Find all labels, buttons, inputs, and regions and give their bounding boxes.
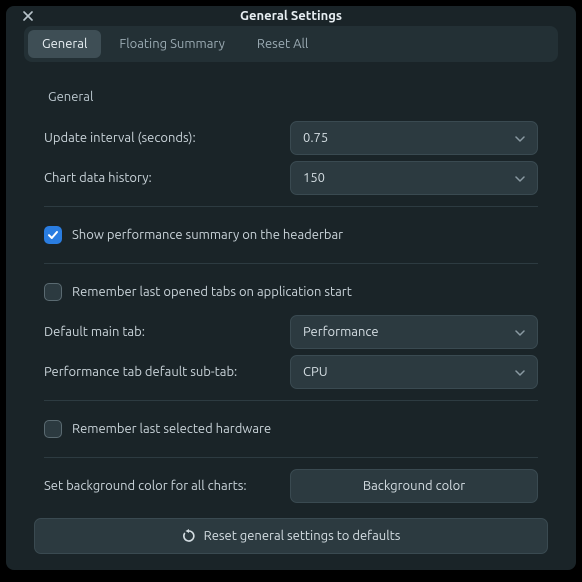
section-heading: General xyxy=(44,80,538,118)
tabs-container: General Floating Summary Reset All xyxy=(6,26,576,62)
settings-window: General Settings General Floating Summar… xyxy=(6,6,576,570)
row-chart-history: Chart data history: 150 xyxy=(44,158,538,198)
close-button[interactable] xyxy=(18,6,38,26)
row-default-main-tab: Default main tab: Performance xyxy=(44,312,538,352)
remember-tabs-label: Remember last opened tabs on application… xyxy=(72,285,352,299)
footer: Reset general settings to defaults xyxy=(6,506,576,572)
update-interval-label: Update interval (seconds): xyxy=(44,131,280,145)
tab-bar: General Floating Summary Reset All xyxy=(24,26,558,62)
divider xyxy=(44,457,538,458)
update-interval-dropdown[interactable]: 0.75 xyxy=(290,121,538,155)
divider xyxy=(44,263,538,264)
show-perf-summary-checkbox[interactable] xyxy=(44,226,62,244)
chevron-down-icon xyxy=(515,325,525,339)
chevron-down-icon xyxy=(515,171,525,185)
tab-floating-summary[interactable]: Floating Summary xyxy=(105,30,239,58)
chart-history-dropdown[interactable]: 150 xyxy=(290,161,538,195)
chevron-down-icon xyxy=(515,365,525,379)
row-remember-tabs: Remember last opened tabs on application… xyxy=(44,272,538,312)
default-main-tab-dropdown[interactable]: Performance xyxy=(290,315,538,349)
row-update-interval: Update interval (seconds): 0.75 xyxy=(44,118,538,158)
remember-hw-label: Remember last selected hardware xyxy=(72,422,271,436)
perf-subtab-value: CPU xyxy=(303,365,328,379)
refresh-icon xyxy=(182,529,196,543)
row-bg-color: Set background color for all charts: Bac… xyxy=(44,466,538,506)
window-title: General Settings xyxy=(6,9,576,23)
check-icon xyxy=(47,229,59,241)
chart-history-label: Chart data history: xyxy=(44,171,280,185)
bg-color-label: Set background color for all charts: xyxy=(44,479,280,493)
update-interval-value: 0.75 xyxy=(303,131,328,145)
bg-color-button-label: Background color xyxy=(363,479,465,493)
reset-defaults-button[interactable]: Reset general settings to defaults xyxy=(34,518,548,554)
close-icon xyxy=(23,11,33,21)
bg-color-button[interactable]: Background color xyxy=(290,469,538,503)
row-show-perf-summary: Show performance summary on the headerba… xyxy=(44,215,538,255)
divider xyxy=(44,400,538,401)
remember-hw-checkbox[interactable] xyxy=(44,420,62,438)
row-remember-hw: Remember last selected hardware xyxy=(44,409,538,449)
show-perf-summary-label: Show performance summary on the headerba… xyxy=(72,228,343,242)
tab-general[interactable]: General xyxy=(28,30,101,58)
perf-subtab-label: Performance tab default sub-tab: xyxy=(44,365,280,379)
reset-defaults-label: Reset general settings to defaults xyxy=(204,529,401,543)
default-main-tab-label: Default main tab: xyxy=(44,325,280,339)
tab-reset-all[interactable]: Reset All xyxy=(243,30,322,58)
remember-tabs-checkbox[interactable] xyxy=(44,283,62,301)
chevron-down-icon xyxy=(515,131,525,145)
titlebar: General Settings xyxy=(6,6,576,26)
content-area: General Update interval (seconds): 0.75 … xyxy=(6,62,576,506)
default-main-tab-value: Performance xyxy=(303,325,379,339)
perf-subtab-dropdown[interactable]: CPU xyxy=(290,355,538,389)
chart-history-value: 150 xyxy=(303,171,325,185)
divider xyxy=(44,206,538,207)
row-perf-subtab: Performance tab default sub-tab: CPU xyxy=(44,352,538,392)
